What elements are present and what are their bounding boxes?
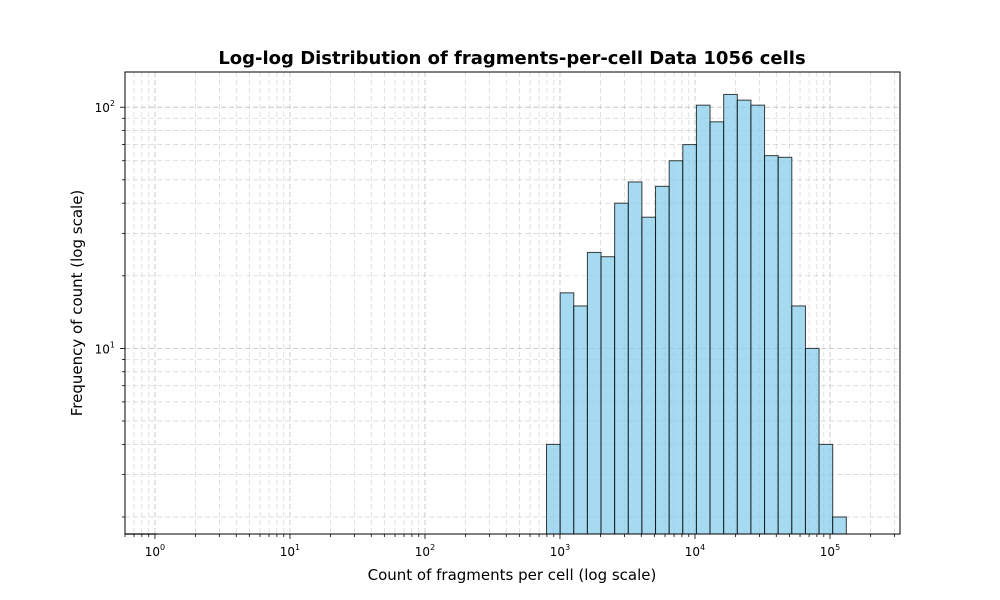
histogram-bar <box>750 104 766 535</box>
histogram-bar <box>573 305 588 535</box>
histogram-bar <box>559 292 575 535</box>
histogram-bar <box>682 144 697 535</box>
histogram-bar <box>723 93 738 535</box>
x-tick-label: 101 <box>280 543 300 559</box>
x-axis-label: Count of fragments per cell (log scale) <box>368 566 657 584</box>
histogram-bar <box>586 251 602 535</box>
histogram-bar <box>709 121 725 535</box>
histogram-bar <box>546 443 561 535</box>
x-tick-label: 103 <box>550 543 570 559</box>
histogram-bar <box>818 443 834 535</box>
histogram-bar <box>695 104 711 535</box>
histogram-bar <box>627 181 643 535</box>
x-tick-label: 104 <box>685 543 705 559</box>
histogram-bar <box>832 516 847 535</box>
histogram-bar <box>791 305 806 535</box>
histogram-bar <box>641 216 657 535</box>
histogram-bar <box>614 202 629 535</box>
chart-title: Log-log Distribution of fragments-per-ce… <box>218 48 805 69</box>
histogram-bar <box>764 155 779 535</box>
plot-frame <box>124 71 901 535</box>
x-tick-label: 102 <box>415 543 435 559</box>
y-tick-label: 102 <box>95 99 115 115</box>
histogram-bar <box>736 99 752 535</box>
histogram-bar <box>804 347 820 535</box>
ticks: 100 101 102 103 104 105 101 102 <box>95 99 895 559</box>
histogram-bar <box>600 256 616 535</box>
bars <box>125 93 847 535</box>
histogram-bar <box>668 160 684 535</box>
histogram-bar <box>655 185 670 535</box>
y-tick-label: 101 <box>95 340 115 356</box>
y-axis-label: Frequency of count (log scale) <box>68 190 86 417</box>
x-tick-label: 100 <box>145 543 165 559</box>
histogram-bar <box>777 156 793 535</box>
x-tick-label: 105 <box>820 543 840 559</box>
